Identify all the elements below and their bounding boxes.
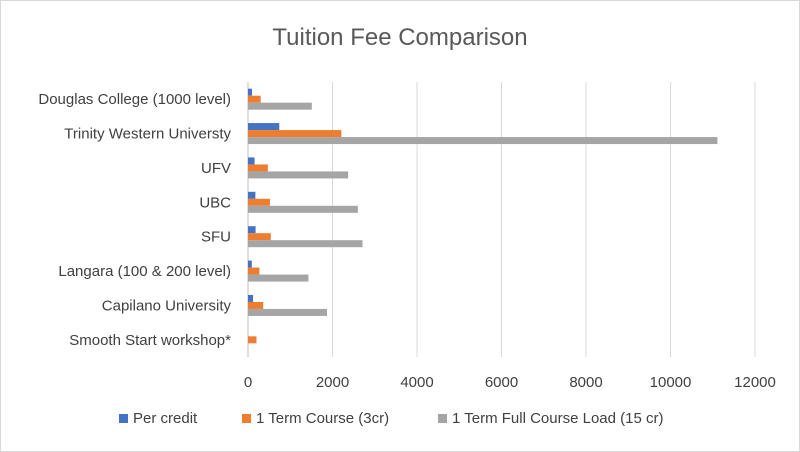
category-labels: Douglas College (1000 level) Trinity West… <box>38 91 231 349</box>
bar <box>248 226 256 234</box>
x-tick-label: 8000 <box>569 374 602 391</box>
category-label: UFV <box>201 160 231 177</box>
bar <box>248 240 363 248</box>
category-label: SFU <box>201 229 231 246</box>
legend-swatch <box>438 414 447 423</box>
bar <box>248 198 270 206</box>
bar <box>248 164 268 172</box>
chart-title: Tuition Fee Comparison <box>272 24 527 51</box>
bar <box>248 171 349 179</box>
bar <box>248 130 342 138</box>
legend-entry-label: Per credit <box>133 410 198 427</box>
category-label: Trinity Western Universty <box>64 126 231 143</box>
bar <box>248 308 328 316</box>
bar <box>248 95 261 103</box>
bar <box>248 123 280 131</box>
category-label: Langara (100 & 200 level) <box>58 263 231 280</box>
bar <box>248 294 254 302</box>
bar <box>248 274 309 282</box>
category-label: Capilano University <box>102 297 232 314</box>
bar <box>248 102 312 110</box>
bar <box>248 336 257 344</box>
legend-swatch <box>242 414 251 423</box>
bar <box>248 137 718 145</box>
x-tick-label: 10000 <box>650 374 692 391</box>
bar <box>248 267 260 275</box>
bar <box>248 157 255 165</box>
x-tick-label: 4000 <box>400 374 433 391</box>
x-tick-label: 2000 <box>316 374 349 391</box>
bar <box>248 191 256 199</box>
bar <box>248 88 253 96</box>
bar <box>248 205 358 213</box>
legend: Per credit 1 Term Course (3cr) 1 Term Full… <box>119 410 663 427</box>
category-label: Douglas College (1000 level) <box>38 91 231 108</box>
legend-entry-label: 1 Term Course (3cr) <box>256 410 389 427</box>
bar <box>248 260 252 268</box>
x-tick-label: 0 <box>244 374 252 391</box>
bar <box>248 301 264 309</box>
category-label: UBC <box>199 194 231 211</box>
x-tick-label: 12000 <box>734 374 776 391</box>
category-label: Smooth Start workshop* <box>69 332 231 349</box>
x-tick-label: 6000 <box>485 374 518 391</box>
legend-swatch <box>119 414 128 423</box>
x-axis-tick-labels: 0 2000 4000 6000 8000 10000 12000 <box>244 374 776 391</box>
legend-entry-label: 1 Term Full Course Load (15 cr) <box>452 410 663 427</box>
bar <box>248 233 271 241</box>
bars <box>248 88 718 344</box>
